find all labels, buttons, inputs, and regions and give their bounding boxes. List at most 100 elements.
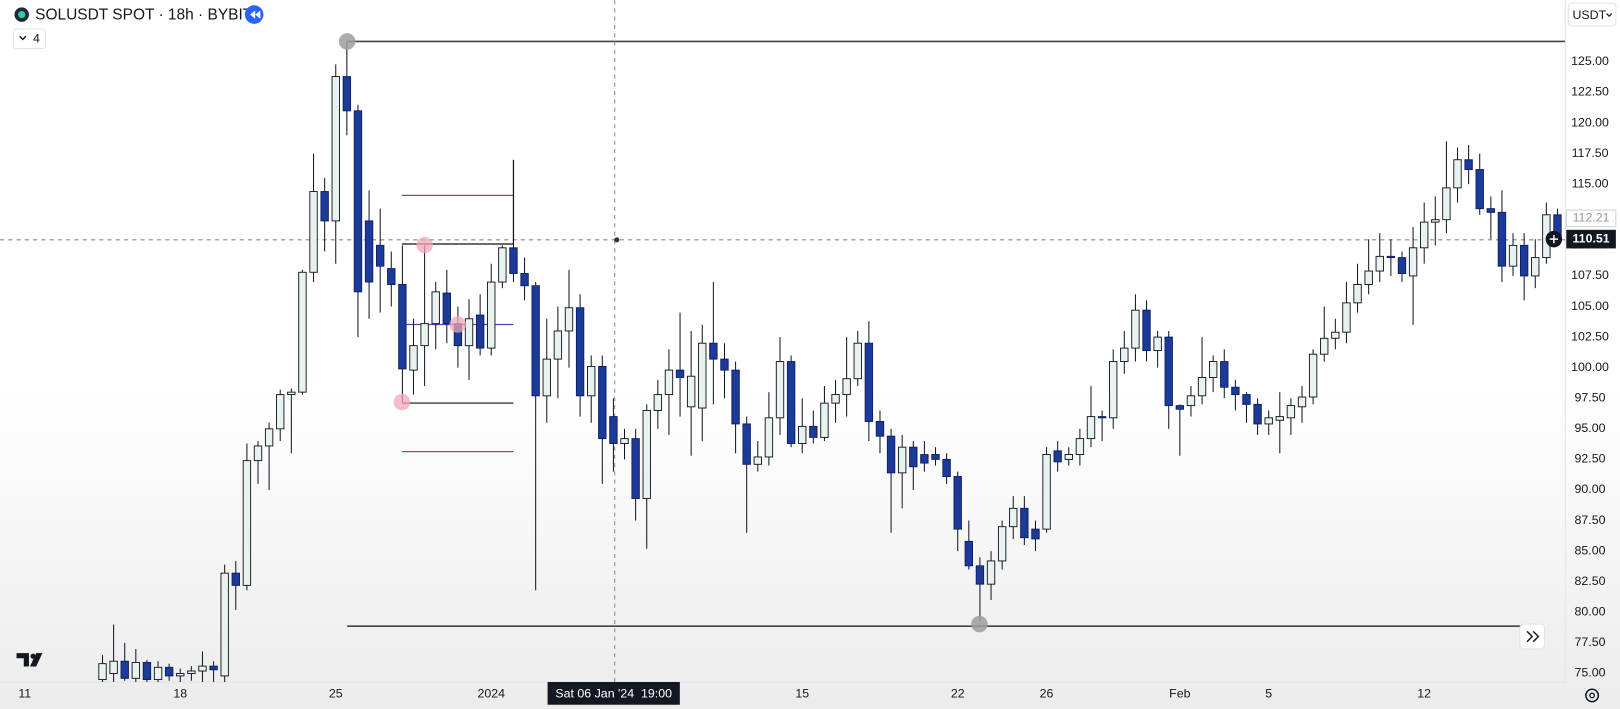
candle-body [153, 666, 163, 681]
indicator-toggle[interactable] [12, 28, 46, 50]
candle-body [1197, 376, 1207, 397]
y-tick-label: 120.00 [1571, 115, 1609, 129]
candle-body [1175, 405, 1185, 410]
x-tick-label: 2024 [477, 687, 505, 701]
candle-body [1453, 159, 1462, 189]
candle-body [853, 342, 862, 380]
candle-body [1086, 416, 1096, 440]
candle-body [1097, 416, 1107, 419]
candle-body [531, 285, 540, 397]
candle-body [631, 438, 640, 500]
candle-body [542, 358, 551, 397]
anchor-dot[interactable] [449, 316, 466, 333]
candle-body [742, 423, 751, 465]
x-tick-label: 25 [329, 687, 343, 701]
candle-body [1131, 309, 1140, 349]
candle-body [1464, 159, 1473, 170]
y-tick-label: 107.50 [1571, 268, 1609, 282]
candle-body [464, 318, 474, 347]
candle-body [986, 560, 996, 585]
candle-body [1020, 507, 1029, 539]
candle-body [342, 76, 352, 112]
settings-button[interactable] [1585, 688, 1600, 703]
candle-body [920, 454, 929, 464]
candle-body [320, 191, 329, 222]
y-tick-label: 102.50 [1571, 329, 1609, 343]
prev-price-label: 112.21 [1573, 211, 1610, 225]
candle-body [353, 110, 363, 293]
candle-body [220, 572, 229, 677]
last-price-label: 110.51 [1572, 231, 1609, 245]
candle-body [886, 435, 896, 474]
candle-body [598, 365, 607, 440]
candle-body [609, 416, 618, 444]
y-tick-label: 85.00 [1575, 543, 1606, 557]
anchor-dot[interactable] [338, 33, 356, 50]
y-tick-label: 82.50 [1575, 574, 1606, 588]
candle-body [287, 391, 296, 396]
candle-body [242, 460, 252, 586]
candle-body [509, 247, 518, 274]
candle-body [809, 425, 818, 438]
candle-body [698, 342, 707, 409]
candle-body [1286, 405, 1296, 419]
candle-body [1153, 336, 1162, 352]
candle-body [298, 271, 307, 393]
candle-body [1109, 361, 1118, 419]
candle-body [1420, 221, 1429, 249]
anchor-dot[interactable] [971, 615, 988, 633]
candle-body [431, 291, 440, 325]
candle-body [442, 292, 451, 325]
candle-body [1231, 386, 1240, 396]
y-tick-label: 115.00 [1572, 176, 1609, 190]
candle-body [831, 394, 840, 404]
replay-icon [250, 10, 261, 19]
anchor-dot[interactable] [393, 393, 411, 411]
last-price-box [1566, 229, 1616, 249]
candle-body [309, 191, 318, 273]
candle-body [176, 672, 185, 677]
candle-body [1519, 244, 1529, 277]
candle-body [420, 323, 429, 347]
candle-body [231, 572, 240, 586]
candles [98, 41, 1562, 683]
y-tick-label: 92.50 [1575, 452, 1606, 466]
crosshair-time-box [547, 682, 680, 705]
candle-body [331, 76, 340, 222]
candle-body [1531, 257, 1540, 277]
y-tick-label: 117.50 [1572, 146, 1609, 160]
plot-area [0, 0, 1566, 683]
candle-body [1431, 219, 1440, 223]
candle-body [820, 402, 829, 438]
candle-body [131, 661, 141, 679]
x-tick-label: 15 [795, 687, 809, 701]
candle-body [686, 375, 696, 408]
candle-body [964, 540, 974, 567]
candle-body [409, 345, 418, 371]
candle-body [1475, 169, 1484, 210]
currency-label[interactable]: USDT [1572, 8, 1606, 22]
candle-body [398, 284, 407, 370]
candle-body [1320, 337, 1329, 355]
y-tick-label: 80.00 [1575, 605, 1606, 619]
y-tick-label: 97.50 [1575, 391, 1606, 405]
candle-body [875, 421, 885, 437]
candle-body [1497, 211, 1507, 267]
anchor-dot[interactable] [416, 236, 433, 254]
settings-icon [1589, 692, 1596, 699]
candle-body [198, 665, 207, 672]
candle-body [942, 458, 951, 477]
prev-price-box [1565, 209, 1617, 228]
x-tick-label: Feb [1169, 687, 1190, 701]
candle-body [720, 358, 729, 371]
candle-body [564, 307, 574, 332]
candle-body [1042, 454, 1051, 530]
candle-body [731, 369, 740, 425]
currency-button[interactable] [1567, 2, 1617, 27]
candle-body [498, 247, 507, 283]
symbol-title[interactable]: SOLUSDT SPOT · 18h · BYBIT [35, 7, 253, 24]
y-tick-label: 90.00 [1575, 482, 1606, 496]
candle-body [897, 446, 907, 474]
candle-body [587, 365, 596, 397]
